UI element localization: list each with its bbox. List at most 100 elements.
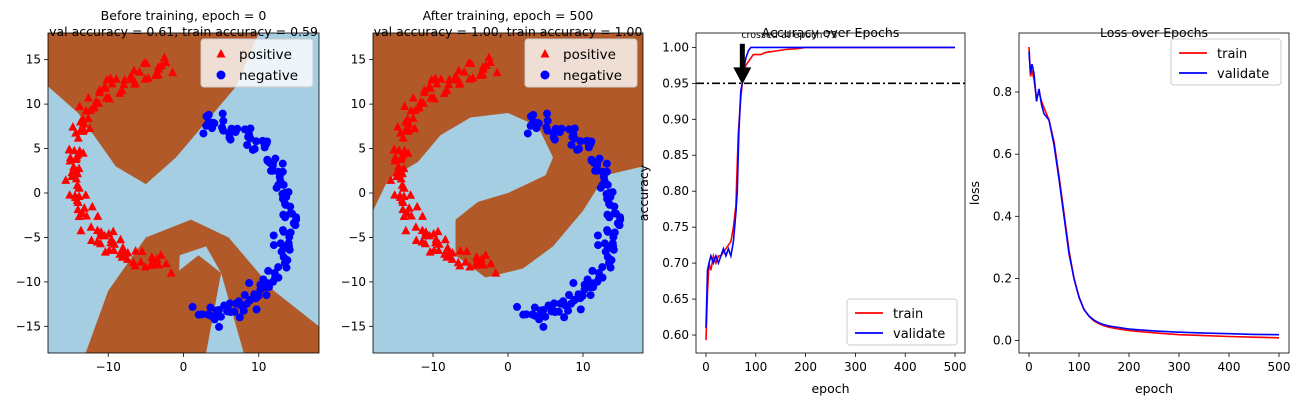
positive-point (472, 252, 482, 261)
y-tick-label: 0.0 (993, 334, 1012, 348)
x-tick-label: −10 (420, 360, 445, 374)
axes-frame (695, 32, 966, 354)
negative-point (252, 305, 261, 314)
x-tick-label: −10 (96, 360, 121, 374)
positive-point (74, 211, 84, 220)
x-tick-label: 300 (1168, 360, 1191, 374)
positive-point (455, 260, 465, 270)
series-line-validate (1028, 51, 1280, 336)
negative-point (284, 239, 293, 248)
positive-point (115, 88, 125, 97)
negative-point (278, 159, 287, 168)
x-tick-label: 200 (1118, 360, 1141, 374)
y-tick-label: 0 (358, 186, 366, 200)
negative-point (240, 125, 249, 134)
positive-point (486, 258, 496, 268)
positive-point (87, 201, 97, 211)
positive-point (161, 258, 171, 268)
positive-point (399, 211, 409, 220)
legend-box (524, 38, 638, 88)
y-tick-label: 0.4 (993, 209, 1012, 223)
positive-point (146, 260, 156, 269)
x-tick-label: 10 (251, 360, 266, 374)
chart-title-line-1: After training, epoch = 500 (423, 8, 594, 23)
positive-point (386, 175, 396, 184)
positive-point (406, 190, 416, 199)
negative-point (197, 310, 206, 319)
legend-triangle-icon (216, 49, 226, 58)
x-tick-label: 10 (575, 360, 590, 374)
y-tick-label: 0.80 (662, 184, 689, 198)
negative-point (564, 291, 573, 300)
positive-point (69, 161, 79, 171)
positive-point (131, 246, 141, 255)
y-tick-label: 0.70 (662, 256, 689, 270)
positive-point (82, 211, 92, 220)
positive-point (130, 260, 140, 270)
positive-point (411, 222, 421, 231)
chart-title-line-1: Before training, epoch = 0 (101, 8, 267, 23)
positive-point (389, 144, 399, 154)
negative-point (225, 299, 234, 308)
negative-point (583, 275, 592, 284)
negative-point (259, 275, 268, 284)
positive-point (440, 234, 450, 244)
negative-point (598, 263, 607, 272)
positive-point (396, 173, 406, 183)
positive-point (424, 81, 434, 91)
negative-point (600, 239, 609, 248)
positive-point (86, 222, 96, 231)
negative-point (263, 156, 272, 165)
positive-point (154, 260, 164, 269)
y-axis-label: loss (967, 181, 982, 205)
positive-point (78, 148, 88, 157)
negative-point (202, 121, 211, 130)
positive-point (484, 52, 494, 62)
legend-label: train (893, 307, 923, 322)
negative-point (264, 266, 273, 275)
positive-point (137, 246, 147, 255)
y-tick-label: 0.95 (662, 76, 689, 90)
positive-point (75, 145, 85, 155)
positive-point (156, 250, 166, 259)
negative-point (291, 221, 300, 230)
x-tick-label: 100 (744, 360, 767, 374)
positive-point (118, 250, 128, 260)
positive-point (447, 254, 457, 263)
negative-point (266, 166, 275, 175)
positive-point (397, 152, 407, 161)
series-line-validate (705, 46, 955, 328)
positive-point (72, 195, 82, 204)
negative-point (594, 241, 603, 250)
y-tick-label: 15 (351, 53, 366, 67)
negative-point (523, 129, 532, 138)
positive-point (470, 260, 480, 269)
positive-point (397, 195, 407, 204)
positive-point (64, 144, 74, 154)
x-tick-label: 0 (180, 360, 188, 374)
positive-point (390, 155, 400, 165)
plot-background (1019, 33, 1289, 353)
legend: positive negative (200, 38, 314, 88)
positive-point (491, 268, 501, 277)
positive-point (107, 78, 117, 88)
positive-point (109, 245, 119, 254)
y-tick-label: 0.85 (662, 148, 689, 162)
positive-point (68, 122, 78, 131)
positive-point (485, 57, 495, 67)
y-tick-label: 0.60 (662, 328, 689, 342)
x-tick-label: 0 (702, 360, 710, 374)
positive-point (161, 57, 171, 67)
positive-point (122, 254, 132, 263)
positive-point (129, 65, 139, 75)
positive-point (396, 128, 406, 137)
positive-point (73, 133, 83, 142)
negative-point (598, 167, 607, 176)
negative-point (554, 307, 563, 316)
legend-box (200, 38, 314, 88)
y-tick-label: 0.6 (993, 147, 1012, 161)
negative-point (215, 322, 224, 331)
positive-point (72, 152, 82, 161)
negative-point (560, 313, 569, 322)
